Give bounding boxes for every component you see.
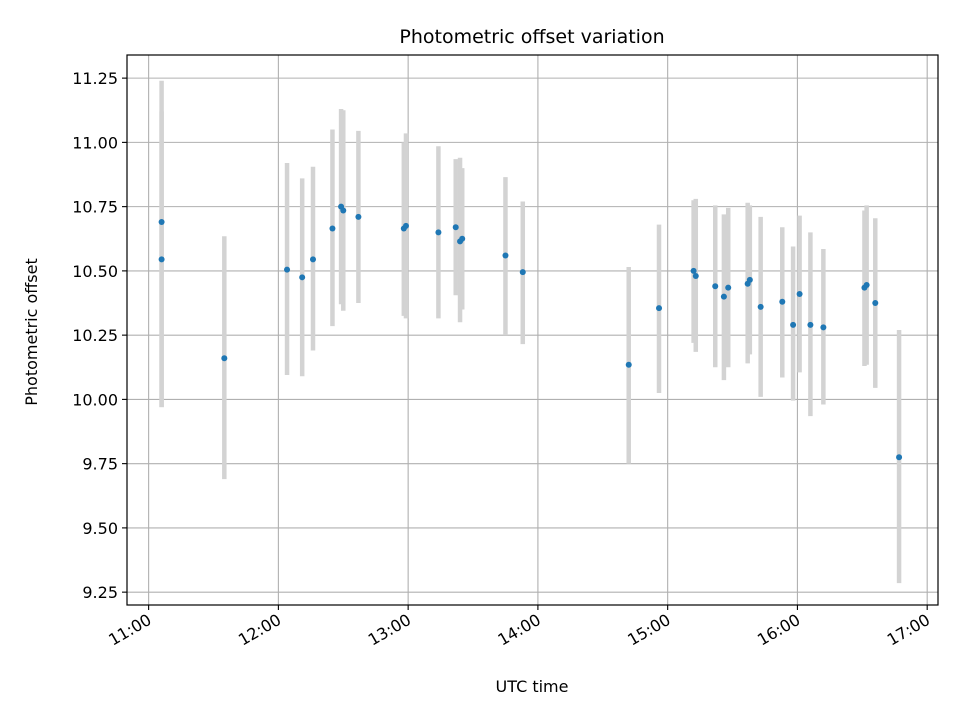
y-axis: 9.25 9.50 9.75 10.00 10.25 10.50 10.75 11.00 11.… xyxy=(72,69,127,602)
chart-title: Photometric offset variation xyxy=(399,26,664,48)
y-tick-label: 10.25 xyxy=(72,326,118,345)
data-point xyxy=(502,252,509,259)
data-point xyxy=(221,355,228,362)
plot-frame xyxy=(126,54,939,606)
data-point xyxy=(299,274,306,281)
y-tick-label: 9.75 xyxy=(82,455,118,474)
y-tick-label: 11.00 xyxy=(72,133,118,152)
data-point xyxy=(435,229,442,236)
y-tick-label: 10.50 xyxy=(72,262,118,281)
data-point xyxy=(656,305,663,312)
y-tick-label: 11.25 xyxy=(72,69,118,88)
data-point xyxy=(625,361,632,368)
data-point xyxy=(690,267,697,274)
data-point xyxy=(340,207,347,214)
data-point xyxy=(746,276,753,283)
data-point xyxy=(355,213,362,220)
y-axis-title: Photometric offset xyxy=(22,258,41,406)
data-point xyxy=(712,283,719,290)
data-point xyxy=(863,282,870,289)
data-point xyxy=(796,291,803,298)
data-point xyxy=(519,269,526,276)
data-point xyxy=(158,256,165,263)
data-point xyxy=(720,293,727,300)
data-point xyxy=(779,298,786,305)
data-point xyxy=(692,273,699,280)
y-tick-label: 9.25 xyxy=(82,583,118,602)
x-axis-title: UTC time xyxy=(496,677,569,696)
data-points xyxy=(158,203,903,461)
data-point xyxy=(896,454,903,461)
data-point xyxy=(757,303,764,310)
data-point xyxy=(309,256,316,263)
y-tick-label: 10.75 xyxy=(72,198,118,217)
data-point xyxy=(158,219,165,226)
data-point xyxy=(284,266,291,273)
data-point xyxy=(329,225,336,232)
data-point xyxy=(402,222,409,229)
data-point xyxy=(807,321,814,328)
data-point xyxy=(820,324,827,331)
data-point xyxy=(872,300,879,307)
data-point xyxy=(725,284,732,291)
data-point xyxy=(459,235,466,242)
data-point xyxy=(790,321,797,328)
data-point xyxy=(452,224,459,231)
y-tick-label: 10.00 xyxy=(72,390,118,409)
y-tick-label: 9.50 xyxy=(82,519,118,538)
